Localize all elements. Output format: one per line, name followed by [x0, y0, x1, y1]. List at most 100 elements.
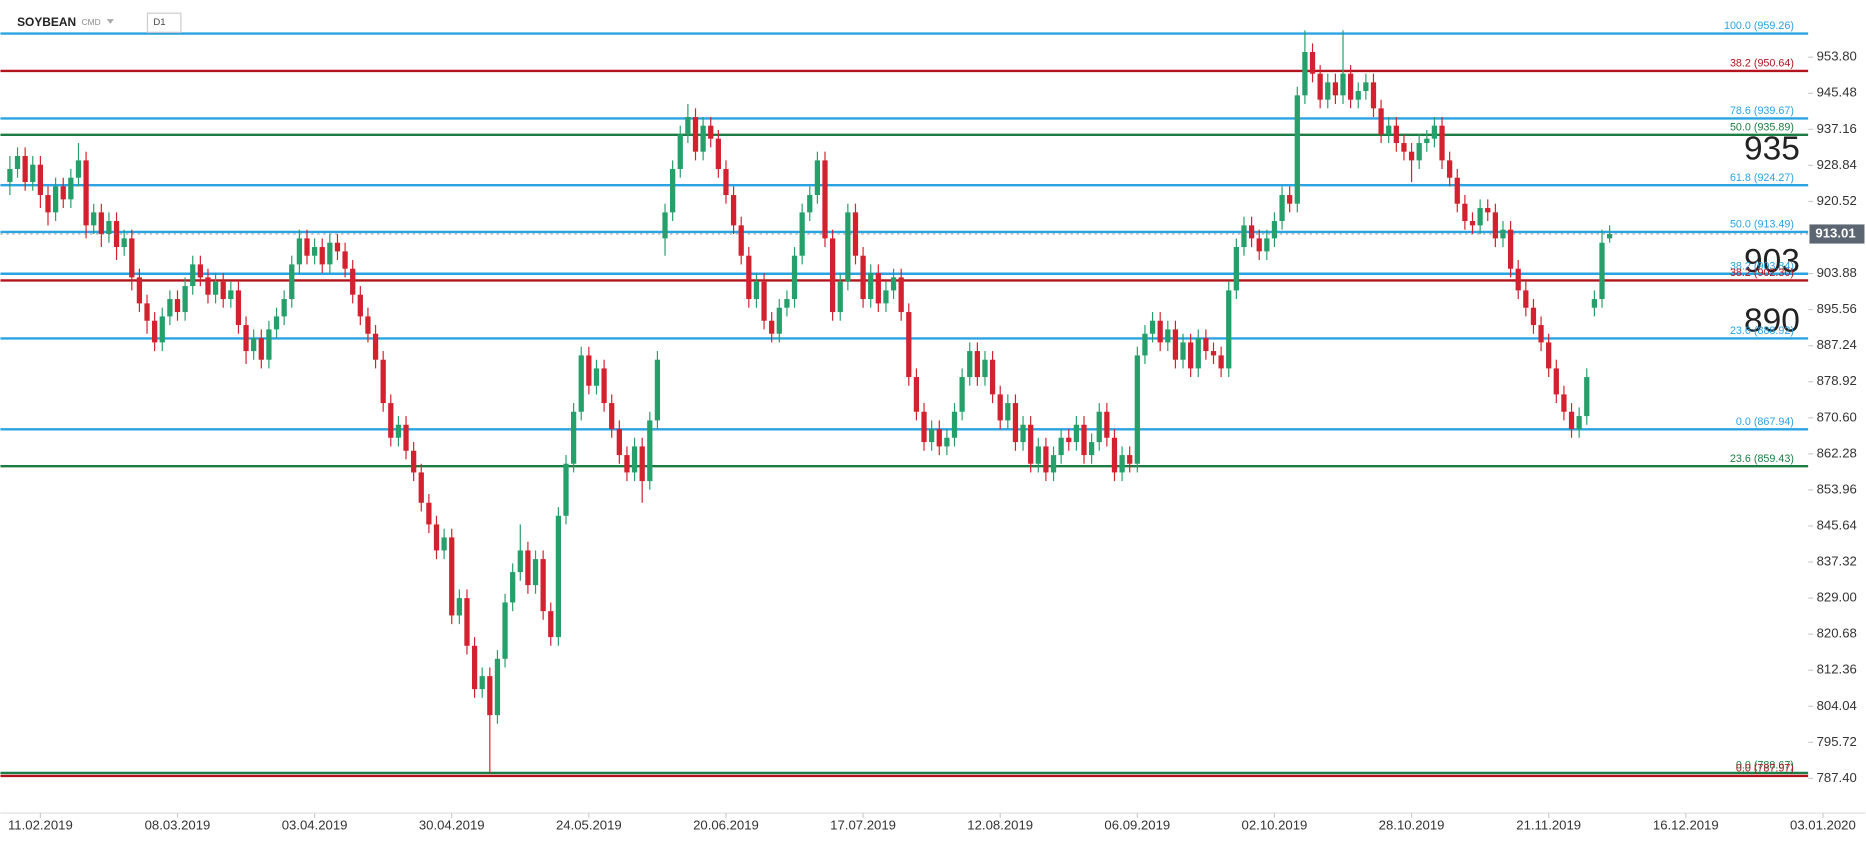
candle-body: [730, 195, 737, 226]
candle-body: [1028, 424, 1034, 464]
candle-body: [624, 455, 630, 473]
x-tick-label: 03.04.2019: [282, 818, 348, 833]
candle-body: [662, 212, 668, 239]
header[interactable]: SOYBEAN CMD D1: [17, 12, 182, 33]
fib-level-label: 61.8 (924.27): [1730, 172, 1794, 184]
candle-body: [190, 264, 196, 287]
candle-body: [45, 195, 51, 213]
candle-body: [677, 134, 683, 170]
candle-body: [982, 359, 988, 378]
candle-body: [418, 472, 424, 503]
y-tick-label: 787.40: [1817, 770, 1857, 785]
candle-body: [159, 316, 165, 343]
candle-body: [959, 377, 965, 412]
candle-body: [365, 316, 371, 334]
candle-body: [586, 355, 592, 386]
candle-body: [974, 351, 980, 378]
candle-body: [1081, 424, 1087, 456]
symbol: SOYBEAN: [17, 15, 76, 29]
fib-level-label: 50.0 (913.49): [1730, 219, 1794, 231]
candle-body: [1035, 446, 1041, 464]
candle-body: [98, 212, 104, 235]
candle-body: [1279, 195, 1285, 222]
candle-body: [570, 411, 577, 464]
candle-body: [997, 394, 1003, 421]
candle-body: [266, 329, 272, 360]
candle-body: [700, 125, 706, 152]
candle-body: [1347, 73, 1354, 100]
candle-body: [875, 273, 881, 304]
candle-body: [532, 559, 539, 586]
y-tick-label: 878.92: [1817, 373, 1857, 388]
candle-body: [807, 195, 813, 213]
candle-body: [60, 186, 66, 200]
candle-body: [1165, 329, 1171, 343]
candle-body: [1149, 320, 1156, 334]
candle-body: [327, 242, 333, 265]
candle-body: [913, 377, 920, 412]
y-tick-label: 903.88: [1817, 265, 1857, 280]
y-tick-label: 820.68: [1817, 626, 1857, 641]
candle-body: [989, 359, 996, 395]
y-tick-label: 795.72: [1817, 734, 1857, 749]
candle-body: [1271, 221, 1278, 239]
candle-body: [1287, 195, 1293, 204]
dropdown-arrow[interactable]: [106, 19, 114, 24]
candle-body: [540, 559, 546, 612]
x-tick-label: 30.04.2019: [419, 818, 485, 833]
candle-body: [944, 437, 950, 447]
candle-body: [1462, 203, 1468, 222]
candle-body: [441, 537, 447, 551]
candle-body: [1363, 82, 1369, 92]
candle-body: [1584, 377, 1590, 417]
y-tick-label: 928.84: [1817, 157, 1857, 172]
candle-body: [921, 411, 927, 443]
candle-body: [1439, 125, 1445, 161]
candle-body: [456, 598, 462, 616]
candle-body: [1172, 329, 1179, 360]
x-tick-label: 17.07.2019: [830, 818, 896, 833]
candle-body: [1218, 355, 1224, 369]
y-tick-label: 829.00: [1817, 590, 1857, 605]
candle-body: [1386, 125, 1392, 135]
candle-body: [1157, 320, 1163, 343]
candle-body: [510, 572, 516, 603]
candle-body: [890, 277, 897, 291]
candle-body: [1546, 342, 1552, 369]
y-tick-label: 945.48: [1817, 85, 1857, 100]
candle-body: [1317, 73, 1323, 100]
timeframe-box[interactable]: [146, 12, 182, 33]
fib-level-label: 50.0 (935.89): [1730, 122, 1794, 134]
candle-body: [311, 247, 318, 256]
candle-body: [1424, 138, 1430, 144]
candle-body: [1180, 342, 1186, 360]
candle-body: [106, 221, 112, 235]
candle-body: [1058, 437, 1064, 456]
x-tick-label: 06.09.2019: [1104, 818, 1170, 833]
candle-body: [1195, 338, 1201, 369]
candle-body: [1203, 338, 1209, 352]
candle-body: [1370, 82, 1377, 109]
fib-level-label: 0.0 (867.94): [1736, 416, 1794, 428]
candle-body: [883, 290, 889, 304]
market: CMD: [82, 17, 101, 27]
candle-body: [121, 238, 127, 248]
candle-body: [1492, 212, 1498, 239]
candle-body: [464, 598, 470, 646]
candle-body: [929, 429, 935, 443]
candle-body: [30, 164, 36, 183]
candle-body: [1416, 143, 1422, 161]
candle-body: [548, 611, 554, 638]
candle-body: [449, 537, 455, 616]
x-tick-label: 02.10.2019: [1242, 818, 1308, 833]
candle-body: [601, 368, 607, 404]
y-tick-label: 887.24: [1817, 337, 1857, 352]
candle-body: [357, 294, 363, 317]
candle-body: [616, 429, 622, 456]
candle-body: [1073, 424, 1080, 443]
candle-body: [1332, 82, 1339, 96]
candle-body: [372, 333, 379, 360]
y-tick-label: 870.60: [1817, 409, 1857, 424]
candle-body: [471, 645, 478, 690]
candle-body: [22, 156, 28, 183]
